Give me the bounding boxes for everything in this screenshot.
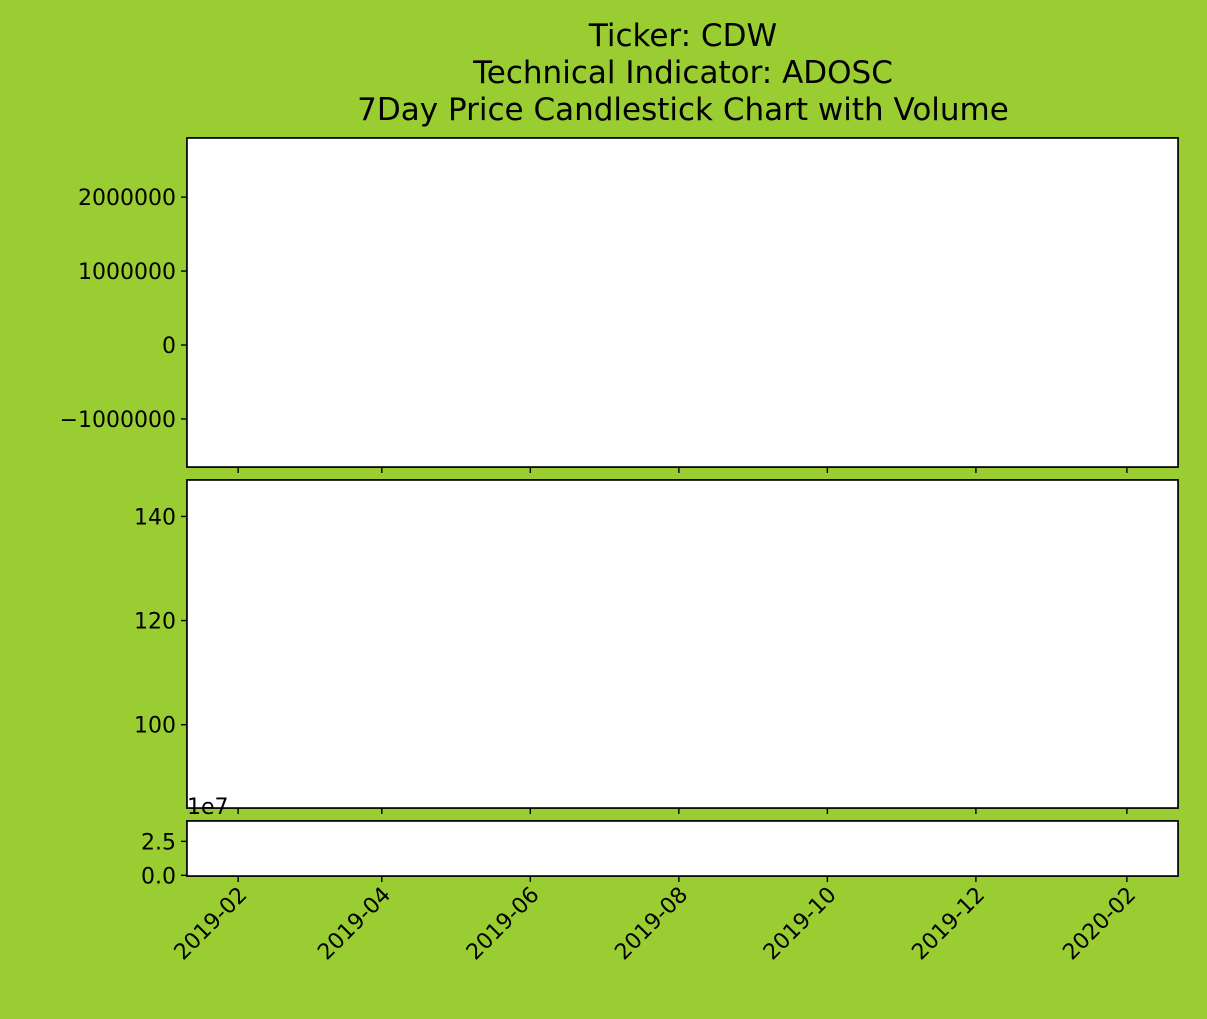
x-tick-label: 2019-04 — [313, 883, 396, 966]
title-line-indicator: Technical Indicator: ADOSC — [472, 55, 893, 91]
x-tick-label: 2019-12 — [907, 883, 990, 966]
price-panel-border — [186, 479, 1179, 809]
price-y-axis: 100 120 140 — [134, 505, 187, 739]
indicator-y-axis: −1000000 0 1000000 2000000 — [60, 186, 187, 433]
indicator-x-ticks — [237, 467, 1128, 473]
x-tick-label: 2020-02 — [1058, 883, 1141, 966]
x-tick-label: 2019-10 — [759, 883, 842, 966]
figure-title: Ticker: CDW Technical Indicator: ADOSC 7… — [357, 18, 1009, 128]
title-line-ticker: Ticker: CDW — [588, 18, 777, 54]
indicator-panel-border — [186, 137, 1179, 468]
price-y-tick-label: 140 — [134, 505, 176, 530]
title-line-chart-type: 7Day Price Candlestick Chart with Volume — [357, 92, 1009, 128]
indicator-y-tick-label: 0 — [162, 334, 176, 359]
price-y-tick-label: 100 — [134, 714, 176, 739]
price-y-tick-label: 120 — [134, 610, 176, 635]
volume-y-axis: 0.02.5 — [141, 830, 187, 889]
x-tick-label: 2019-08 — [610, 883, 693, 966]
volume-panel-border — [186, 820, 1179, 877]
x-tick-label: 2019-02 — [170, 883, 253, 966]
price-x-ticks — [237, 808, 1128, 814]
volume-y-tick-label: 2.5 — [141, 830, 176, 855]
volume-scale-label: 1e7 — [187, 795, 229, 820]
indicator-y-tick-label: −1000000 — [60, 408, 176, 433]
volume-x-axis: 2019-02 2019-04 2019-06 2019-08 2019-10 2019-… — [170, 876, 1141, 965]
x-tick-label: 2019-06 — [462, 883, 545, 966]
indicator-y-tick-label: 2000000 — [78, 186, 176, 211]
price-panel: 100 120 140 — [134, 479, 1179, 814]
volume-panel: 0.02.5 2019-02 2019-04 2019-06 2019-08 2019-… — [141, 795, 1179, 965]
indicator-y-tick-label: 1000000 — [78, 260, 176, 285]
volume-y-tick-label: 0.0 — [141, 864, 176, 889]
